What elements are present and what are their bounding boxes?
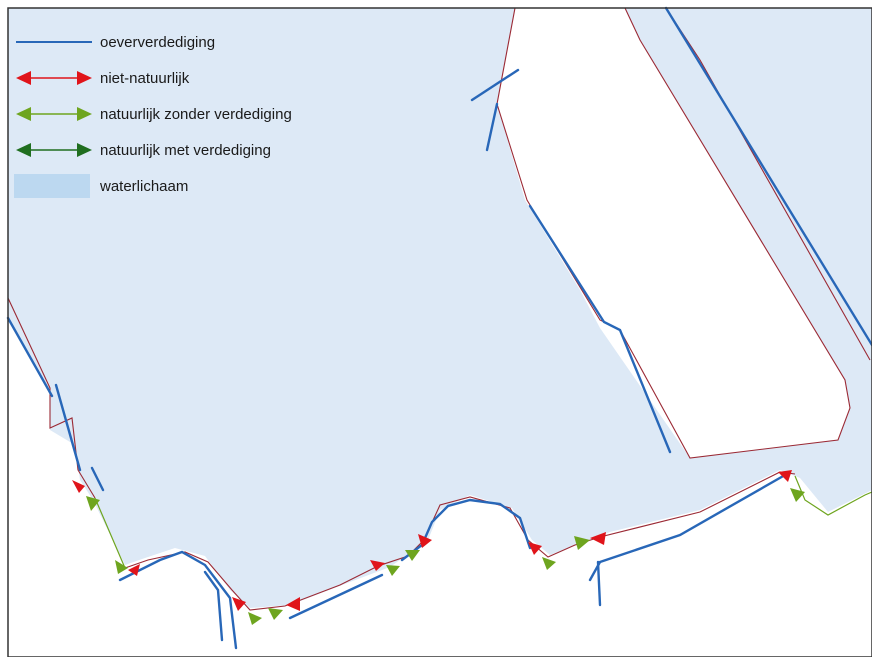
green-arrow-marker [790, 488, 805, 502]
green-arrow-marker [248, 612, 262, 625]
legend-item-natural-without-protection: natuurlijk zonder verdediging [14, 96, 292, 132]
legend-label: natuurlijk zonder verdediging [100, 105, 292, 123]
green-arrow-marker [115, 560, 128, 574]
legend-label: oeververdediging [100, 33, 216, 51]
arrow-markers [72, 470, 805, 625]
legend-item-natural-with-protection: natuurlijk met verdediging [14, 132, 292, 168]
red-double-arrow-icon [14, 65, 94, 91]
lightgreen-double-arrow-icon [14, 101, 94, 127]
red-arrow-marker [418, 534, 432, 548]
green-arrow-marker [542, 557, 556, 570]
shoreline-west [7, 297, 96, 499]
water-fill-icon [14, 173, 94, 199]
legend-label: niet-natuurlijk [100, 69, 190, 87]
red-arrow-marker [232, 597, 246, 611]
land-quay [497, 8, 850, 458]
green-arrow-marker [268, 608, 283, 620]
red-arrow-marker [528, 542, 542, 555]
shoreline-quay [496, 7, 851, 459]
legend-item-bank-protection: oeververdediging [14, 24, 292, 60]
red-arrow-marker [778, 470, 792, 482]
red-arrow-marker [370, 560, 385, 571]
legend-item-water-body: waterlichaam [14, 168, 292, 204]
legend-label: waterlichaam [100, 177, 189, 195]
red-arrow-marker [286, 597, 300, 611]
red-arrow-marker [128, 564, 140, 576]
map-frame [7, 7, 872, 657]
legend-item-non-natural: niet-natuurlijk [14, 60, 292, 96]
darkgreen-double-arrow-icon [14, 137, 94, 163]
blue-line-icon [14, 29, 94, 55]
red-arrow-marker [590, 532, 606, 545]
green-arrow-marker [405, 550, 420, 561]
green-arrow-marker [574, 536, 590, 550]
legend-label: natuurlijk met verdediging [100, 141, 271, 159]
green-arrow-marker [86, 496, 100, 511]
red-arrow-marker [72, 480, 85, 493]
green-arrow-marker [386, 565, 400, 576]
natural-segment-west [94, 497, 126, 569]
legend: oeververdediging niet-natuurlijk natuurl… [14, 24, 292, 204]
